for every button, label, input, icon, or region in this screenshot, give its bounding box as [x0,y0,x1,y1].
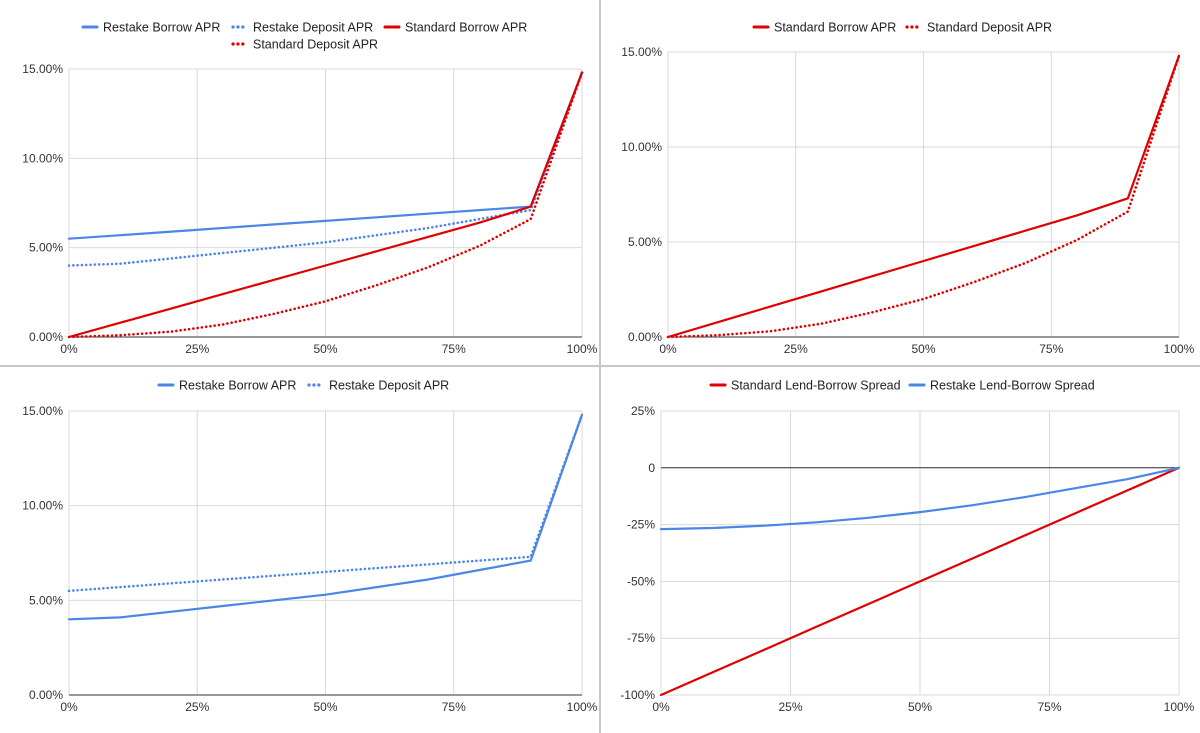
series-lines [666,54,1181,339]
x-axis-ticks: 0% 25% 50% 75% 100% [60,342,597,356]
legend-label: Standard Lend-Borrow Spread [731,379,901,393]
legend-item-restake-deposit-apr: Restake Deposit APR [307,379,449,393]
y-tick-label: -25% [627,518,655,532]
y-tick-label: 15.00% [621,45,662,59]
standard-borrow-apr-line [666,54,1181,339]
y-tick-label: 5.00% [29,241,63,255]
chart-panel-bottom-left: 0.00% 5.00% 10.00% 15.00% 0% 25% 50% 75% 100% Res… [0,367,599,733]
x-tick-label: 50% [911,342,935,356]
x-tick-label: 100% [567,342,598,356]
y-tick-label: 10.00% [22,151,63,165]
standard-deposit-apr-line [666,54,1181,339]
restake-and-standard-apr-chart: 0.00% 5.00% 10.00% 15.00% 0% 25% 50% 75% 100% Res… [22,21,597,357]
x-tick-label: 50% [313,700,337,714]
legend-item-restake-lend-borrow-spread: Restake Lend-Borrow Spread [908,379,1095,393]
restake-deposit-apr-line [67,71,584,267]
legend-item-standard-borrow-apr: Standard Borrow APR [383,21,527,35]
x-tick-label: 100% [1164,342,1195,356]
x-tick-label: 50% [908,700,932,714]
y-tick-label: 0 [648,461,655,475]
legend-item-restake-borrow-apr: Restake Borrow APR [157,379,296,393]
y-axis-ticks: 0.00% 5.00% 10.00% 15.00% [22,62,63,344]
restake-lend-borrow-spread-line [659,466,1181,531]
horizontal-divider [0,365,1200,367]
x-axis-ticks: 0% 25% 50% 75% 100% [60,700,597,714]
series-lines [67,413,584,621]
y-tick-label: -100% [620,688,655,702]
legend-label: Standard Borrow APR [774,21,896,35]
x-tick-label: 0% [60,342,78,356]
x-axis-ticks: 0% 25% 50% 75% 100% [652,700,1194,714]
gridlines [660,410,1180,696]
x-tick-label: 0% [652,700,670,714]
x-axis-ticks: 0% 25% 50% 75% 100% [659,342,1194,356]
x-tick-label: 25% [778,700,802,714]
x-tick-label: 100% [1164,700,1195,714]
legend-label: Restake Deposit APR [253,21,373,35]
y-tick-label: 0.00% [628,330,662,344]
restake-deposit-apr-line [67,413,584,593]
x-tick-label: 0% [659,342,677,356]
standard-apr-chart: 0.00% 5.00% 10.00% 15.00% 0% 25% 50% 75% 100% Sta… [621,21,1194,357]
restake-apr-chart: 0.00% 5.00% 10.00% 15.00% 0% 25% 50% 75% 100% Res… [22,379,597,715]
gridlines [667,51,1180,338]
x-tick-label: 75% [442,342,466,356]
gridlines [68,68,583,338]
legend-item-standard-deposit-apr: Standard Deposit APR [905,21,1052,35]
legend-label: Standard Deposit APR [927,21,1052,35]
x-tick-label: 75% [1039,342,1063,356]
series-lines [659,466,1181,697]
series-lines [67,71,584,339]
legend-item-restake-borrow-apr: Restake Borrow APR [81,21,220,35]
legend-label: Standard Borrow APR [405,21,527,35]
x-tick-label: 25% [185,700,209,714]
x-tick-label: 25% [784,342,808,356]
y-tick-label: 25% [631,404,655,418]
chart-panel-top-right: 0.00% 5.00% 10.00% 15.00% 0% 25% 50% 75% 100% Sta… [601,0,1200,365]
y-tick-label: 5.00% [29,593,63,607]
legend-label: Restake Lend-Borrow Spread [930,379,1095,393]
restake-borrow-apr-line [67,413,584,621]
y-tick-label: -75% [627,631,655,645]
y-axis-ticks: -100% -75% -50% -25% 0 25% [620,404,655,702]
x-tick-label: 0% [60,700,78,714]
standard-deposit-apr-line [67,71,584,339]
standard-borrow-apr-line [67,71,584,339]
y-tick-label: 0.00% [29,330,63,344]
x-tick-label: 75% [1037,700,1061,714]
restake-borrow-apr-line [67,71,584,240]
chart-panel-top-left: 0.00% 5.00% 10.00% 15.00% 0% 25% 50% 75% 100% Res… [0,0,599,365]
x-tick-label: 50% [313,342,337,356]
y-tick-label: 15.00% [22,404,63,418]
x-tick-label: 25% [185,342,209,356]
x-tick-label: 75% [442,700,466,714]
lend-borrow-spread-chart: -100% -75% -50% -25% 0 25% 0% 25% 50% 75% 100% Stan… [620,379,1194,715]
legend-item-standard-lend-borrow-spread: Standard Lend-Borrow Spread [709,379,901,393]
y-axis-ticks: 0.00% 5.00% 10.00% 15.00% [22,404,63,702]
legend: Restake Borrow APR Restake Deposit APR [157,379,449,393]
legend-label: Standard Deposit APR [253,38,378,52]
gridlines [68,410,583,696]
y-tick-label: 0.00% [29,688,63,702]
legend-label: Restake Borrow APR [103,21,220,35]
x-tick-label: 100% [567,700,598,714]
y-tick-label: -50% [627,574,655,588]
legend: Standard Borrow APR Standard Deposit APR [752,21,1052,35]
standard-lend-borrow-spread-line [659,466,1181,697]
chart-panel-bottom-right: -100% -75% -50% -25% 0 25% 0% 25% 50% 75% 100% Stan… [601,367,1200,733]
legend-item-restake-deposit-apr: Restake Deposit APR [231,21,373,35]
legend: Standard Lend-Borrow Spread Restake Lend-… [709,379,1095,393]
y-tick-label: 5.00% [628,235,662,249]
y-tick-label: 10.00% [22,499,63,513]
y-tick-label: 10.00% [621,140,662,154]
legend-label: Restake Borrow APR [179,379,296,393]
legend-item-standard-deposit-apr: Standard Deposit APR [231,38,378,52]
legend-label: Restake Deposit APR [329,379,449,393]
legend: Restake Borrow APR Restake Deposit APR Sta… [81,21,527,52]
legend-item-standard-borrow-apr: Standard Borrow APR [752,21,896,35]
y-tick-label: 15.00% [22,62,63,76]
y-axis-ticks: 0.00% 5.00% 10.00% 15.00% [621,45,662,344]
